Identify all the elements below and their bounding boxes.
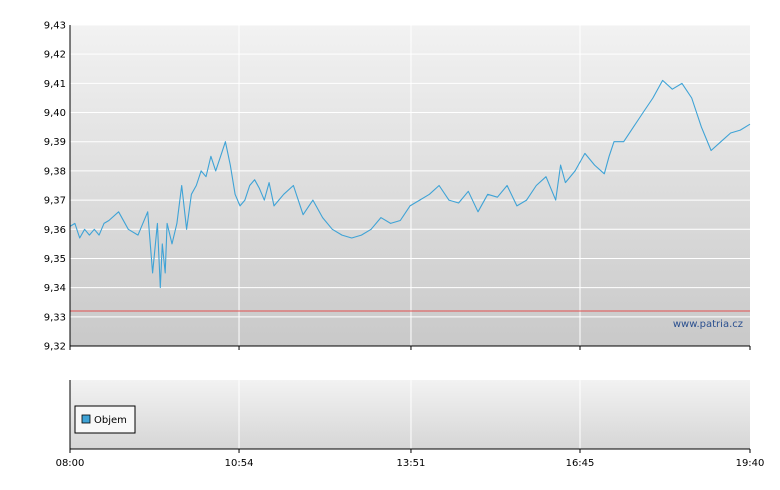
volume-legend: Objem	[74, 405, 136, 434]
price-y-tick-label: 9,40	[44, 108, 66, 119]
x-tick-label: 13:51	[397, 458, 426, 469]
price-y-tick-label: 9,41	[44, 79, 66, 90]
x-tick-label: 16:45	[566, 458, 595, 469]
x-tick-label: 08:00	[56, 458, 85, 469]
volume-x-tick-labels: 08:00 10:54 13:51 16:45 19:40	[56, 458, 765, 469]
price-y-tick-label: 9,33	[44, 312, 66, 323]
price-y-tick-labels: 9,32 9,33 9,34 9,35 9,36 9,37 9,38 9,39 9,40 9,41…	[44, 21, 66, 353]
legend-swatch	[81, 414, 91, 424]
volume-vertical-gridlines	[238, 380, 581, 449]
price-y-tick-label: 9,42	[44, 50, 66, 61]
price-y-tick-label: 9,35	[44, 254, 66, 265]
price-y-tick-label: 9,32	[44, 342, 66, 353]
volume-panel: 08:00 10:54 13:51 16:45 19:40 Objem	[56, 380, 765, 469]
price-x-tick-marks	[69, 346, 751, 350]
price-horizontal-gridlines	[70, 24, 750, 318]
price-y-tick-label: 9,39	[44, 137, 66, 148]
price-y-tick-label: 9,37	[44, 196, 66, 207]
price-y-tick-label: 9,36	[44, 225, 66, 236]
legend-label: Objem	[94, 415, 127, 426]
price-series-line	[69, 79, 751, 289]
price-y-tick-label: 9,38	[44, 166, 66, 177]
price-y-tick-label: 9,43	[44, 21, 66, 32]
x-tick-label: 19:40	[736, 458, 765, 469]
x-tick-label: 10:54	[225, 458, 254, 469]
price-vertical-gridlines	[238, 25, 581, 346]
volume-plot-background	[70, 380, 750, 449]
volume-x-tick-marks	[69, 449, 751, 453]
price-y-tick-label: 9,34	[44, 283, 66, 294]
price-panel: 9,32 9,33 9,34 9,35 9,36 9,37 9,38 9,39 9,40 9,41…	[44, 21, 751, 353]
watermark: www.patria.cz	[673, 319, 743, 330]
price-plot-background	[70, 25, 750, 346]
